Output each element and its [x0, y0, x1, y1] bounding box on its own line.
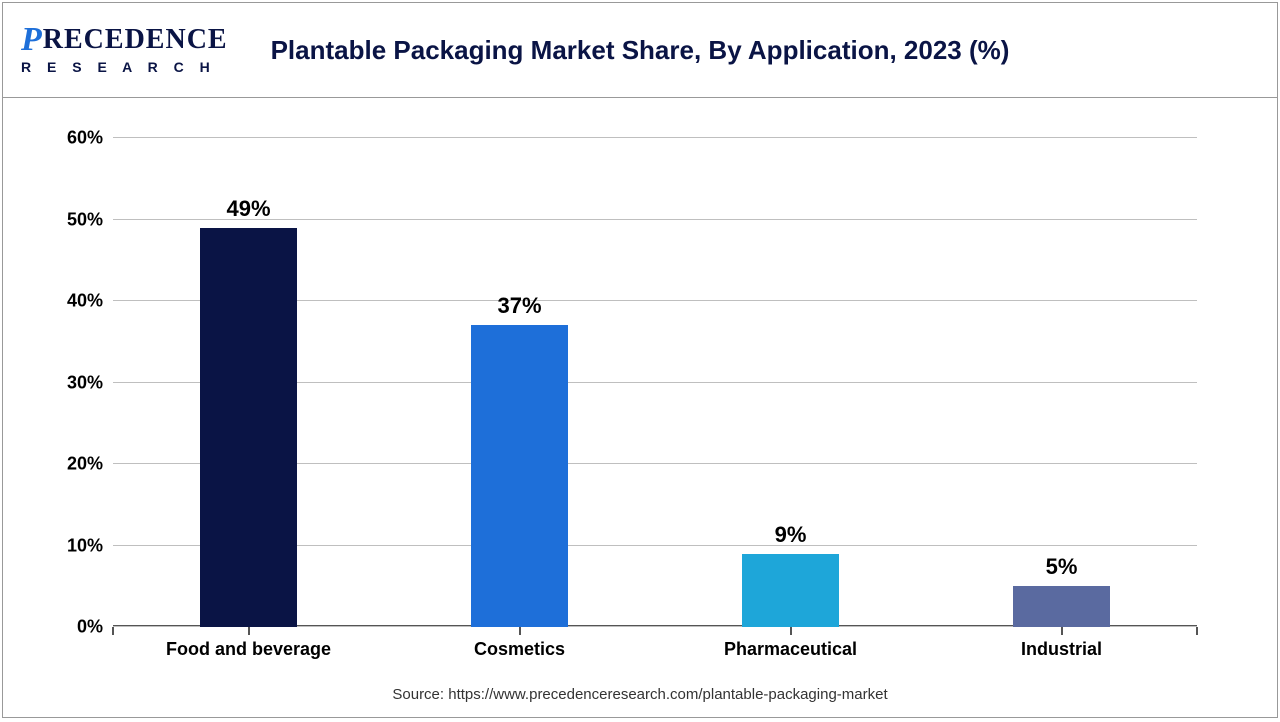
ytick-label: 10%: [53, 535, 103, 556]
chart-frame: PRECEDENCE R E S E A R C H Plantable Pac…: [2, 2, 1278, 718]
x-tick: [1061, 627, 1063, 635]
logo-subtext: R E S E A R C H: [21, 59, 221, 75]
ytick-label: 60%: [53, 128, 103, 149]
bar-value-label: 37%: [471, 293, 569, 319]
logo-top: PRECEDENCE: [21, 21, 221, 59]
bar: 5%: [1013, 586, 1111, 627]
source-text: Source: https://www.precedenceresearch.c…: [3, 686, 1277, 703]
bar: 37%: [471, 325, 569, 627]
bar-value-label: 9%: [742, 522, 840, 548]
x-tick: [112, 627, 114, 635]
logo: PRECEDENCE R E S E A R C H: [21, 21, 221, 75]
x-category-label: Cosmetics: [474, 639, 565, 660]
bar: 9%: [742, 554, 840, 627]
chart-area: 0% 10% 20% 30% 40% 50% 60% 49% Food and beverage…: [3, 98, 1277, 717]
ytick-label: 50%: [53, 209, 103, 230]
bar-value-label: 5%: [1013, 554, 1111, 580]
header-band: PRECEDENCE R E S E A R C H Plantable Pac…: [3, 3, 1277, 98]
ytick-label: 30%: [53, 372, 103, 393]
x-category-label: Food and beverage: [166, 639, 331, 660]
x-tick: [519, 627, 521, 635]
ytick-label: 0%: [53, 617, 103, 638]
x-category-label: Pharmaceutical: [724, 639, 857, 660]
logo-p-icon: P: [21, 21, 43, 58]
bar-value-label: 49%: [200, 196, 298, 222]
bar: 49%: [200, 228, 298, 627]
x-category-label: Industrial: [1021, 639, 1102, 660]
x-tick: [1196, 627, 1198, 635]
x-tick: [248, 627, 250, 635]
logo-word: RECEDENCE: [43, 24, 228, 55]
x-tick: [790, 627, 792, 635]
plot-region: 0%10%20%30%40%50%60%49%Food and beverage…: [113, 138, 1197, 627]
ytick-label: 20%: [53, 454, 103, 475]
ytick-label: 40%: [53, 291, 103, 312]
gridline: [113, 137, 1197, 138]
